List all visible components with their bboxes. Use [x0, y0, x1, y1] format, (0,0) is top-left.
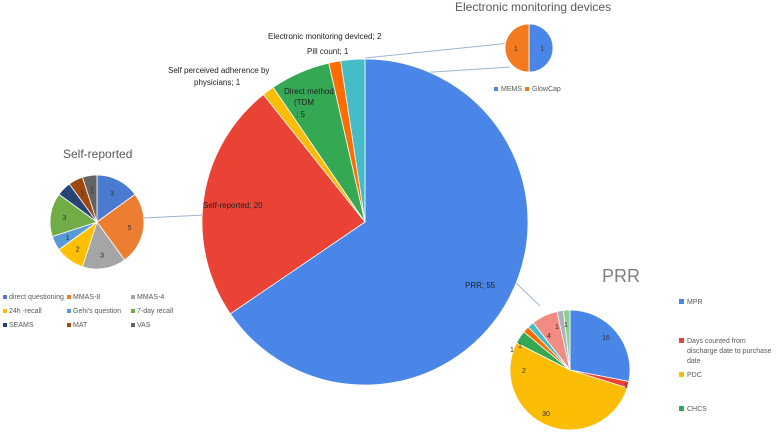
label-pill-count: Pill count; 1	[307, 47, 349, 56]
legend-swatch-7-day-recall	[131, 309, 135, 313]
label-self-perceived: Self perceived adherence by physicians; …	[168, 66, 272, 87]
legend-swatch-glowcap	[525, 87, 529, 91]
prr-legend: MPR Days counted from discharge date to pu…	[679, 299, 772, 413]
self-reported-value-label: 3	[63, 215, 67, 222]
legend-swatch-vas	[131, 323, 135, 327]
main-pie	[201, 58, 529, 386]
legend-label-mmas-4: MMAS-4	[137, 294, 164, 301]
legend-label-mems: MEMS	[501, 86, 522, 93]
legend-label-glowcap: GlowCap	[532, 86, 561, 93]
main-slice-prr	[229, 58, 529, 386]
legend-label-24h-recall: 24h -recall	[9, 308, 42, 315]
legend-label-gehi-s-question: Gehi's question	[73, 308, 121, 315]
prr-value-label: 16	[602, 335, 610, 342]
prr-value-label: 4	[547, 333, 551, 340]
self-reported-value-label: 5	[128, 225, 132, 232]
connector-prr	[514, 281, 541, 307]
self-reported-value-label: 1	[66, 235, 70, 242]
self-reported-value-label: 1	[80, 191, 84, 198]
label-direct-method: Direct method (TDM ; 5	[284, 87, 336, 119]
prr-value-label: 1	[518, 343, 522, 350]
label-self-reported: Self-reported; 20	[203, 201, 263, 210]
legend-swatch-mpr	[679, 299, 684, 304]
devices-value-label: 1	[540, 46, 544, 53]
legend-label-pdc: PDC	[687, 372, 702, 379]
self-reported-slice-vas	[81, 174, 98, 223]
main-slice-self-reported	[201, 93, 366, 315]
devices-pie: 11	[504, 23, 554, 73]
legend-label-days-counted-from-discharge-date-to-purchase-date: Days counted from discharge date to purch…	[687, 338, 772, 365]
prr-value-label: 1	[555, 324, 559, 331]
prr-slice-pdc	[509, 342, 628, 431]
legend-label-mat: MAT	[73, 322, 88, 329]
devices-title: Electronic monitoring devices	[455, 0, 611, 14]
legend-label-7-day-recall: 7-day recall	[137, 308, 174, 315]
prr-value-label: 1	[564, 322, 568, 329]
legend-swatch-24h-recall	[3, 309, 7, 313]
prr-title: PRR	[602, 266, 640, 286]
legend-swatch-days-counted-from-discharge-date-to-purchase-date	[679, 338, 684, 343]
label-electronic-monitoring: Electronic monitoring deviced; 2	[268, 32, 382, 41]
legend-label-mpr: MPR	[687, 299, 703, 306]
self-reported-value-label: 3	[100, 253, 104, 260]
main-slice-electronic-monitoring-deviced	[340, 58, 366, 223]
devices-slice-glowcap	[504, 23, 530, 73]
legend-label-vas: VAS	[137, 322, 151, 329]
legend-swatch-mmas-4	[131, 295, 135, 299]
legend-swatch-mat	[67, 323, 71, 327]
devices-slice-mems	[528, 23, 554, 73]
self-reported-slice-mmas-8	[96, 193, 145, 261]
legend-swatch-gehi-s-question	[67, 309, 71, 313]
devices-legend: MEMS GlowCap	[494, 86, 561, 93]
legend-swatch-mmas-8	[67, 295, 71, 299]
legend-label-mmas-8: MMAS-8	[73, 294, 100, 301]
self-reported-value-label: 3	[110, 191, 114, 198]
legend-swatch-chcs	[679, 406, 684, 411]
legend-swatch-seams	[3, 323, 7, 327]
devices-value-label: 1	[514, 46, 518, 53]
legend-label-direct-questioning: direct questioning	[9, 294, 64, 301]
prr-value-label: 1	[624, 383, 628, 390]
self-reported-title: Self-reported	[63, 147, 132, 161]
legend-label-seams: SEAMS	[9, 322, 34, 329]
self-reported-legend: direct questioning MMAS-8 MMAS-4 24h -recal…	[3, 294, 174, 329]
legend-swatch-pdc	[679, 372, 684, 377]
prr-slice-mpr	[569, 309, 631, 382]
legend-swatch-direct-questioning	[3, 295, 7, 299]
connector-self-reported	[142, 214, 206, 219]
prr-slice-8	[562, 309, 571, 371]
prr-value-label: 2	[522, 368, 526, 375]
self-reported-value-label: 1	[90, 188, 94, 195]
connector-devices-top	[364, 42, 511, 59]
label-prr: PRR; 55	[465, 281, 496, 290]
self-reported-value-label: 1	[72, 197, 76, 204]
self-reported-value-label: 2	[76, 247, 80, 254]
prr-value-label: 1	[510, 347, 514, 354]
legend-swatch-mems	[494, 87, 498, 91]
legend-label-chcs: CHCS	[687, 406, 707, 413]
main-pie-labels: PRR; 55 Self-reported; 20 Self perceived…	[168, 32, 496, 290]
prr-value-label: 30	[542, 411, 550, 418]
